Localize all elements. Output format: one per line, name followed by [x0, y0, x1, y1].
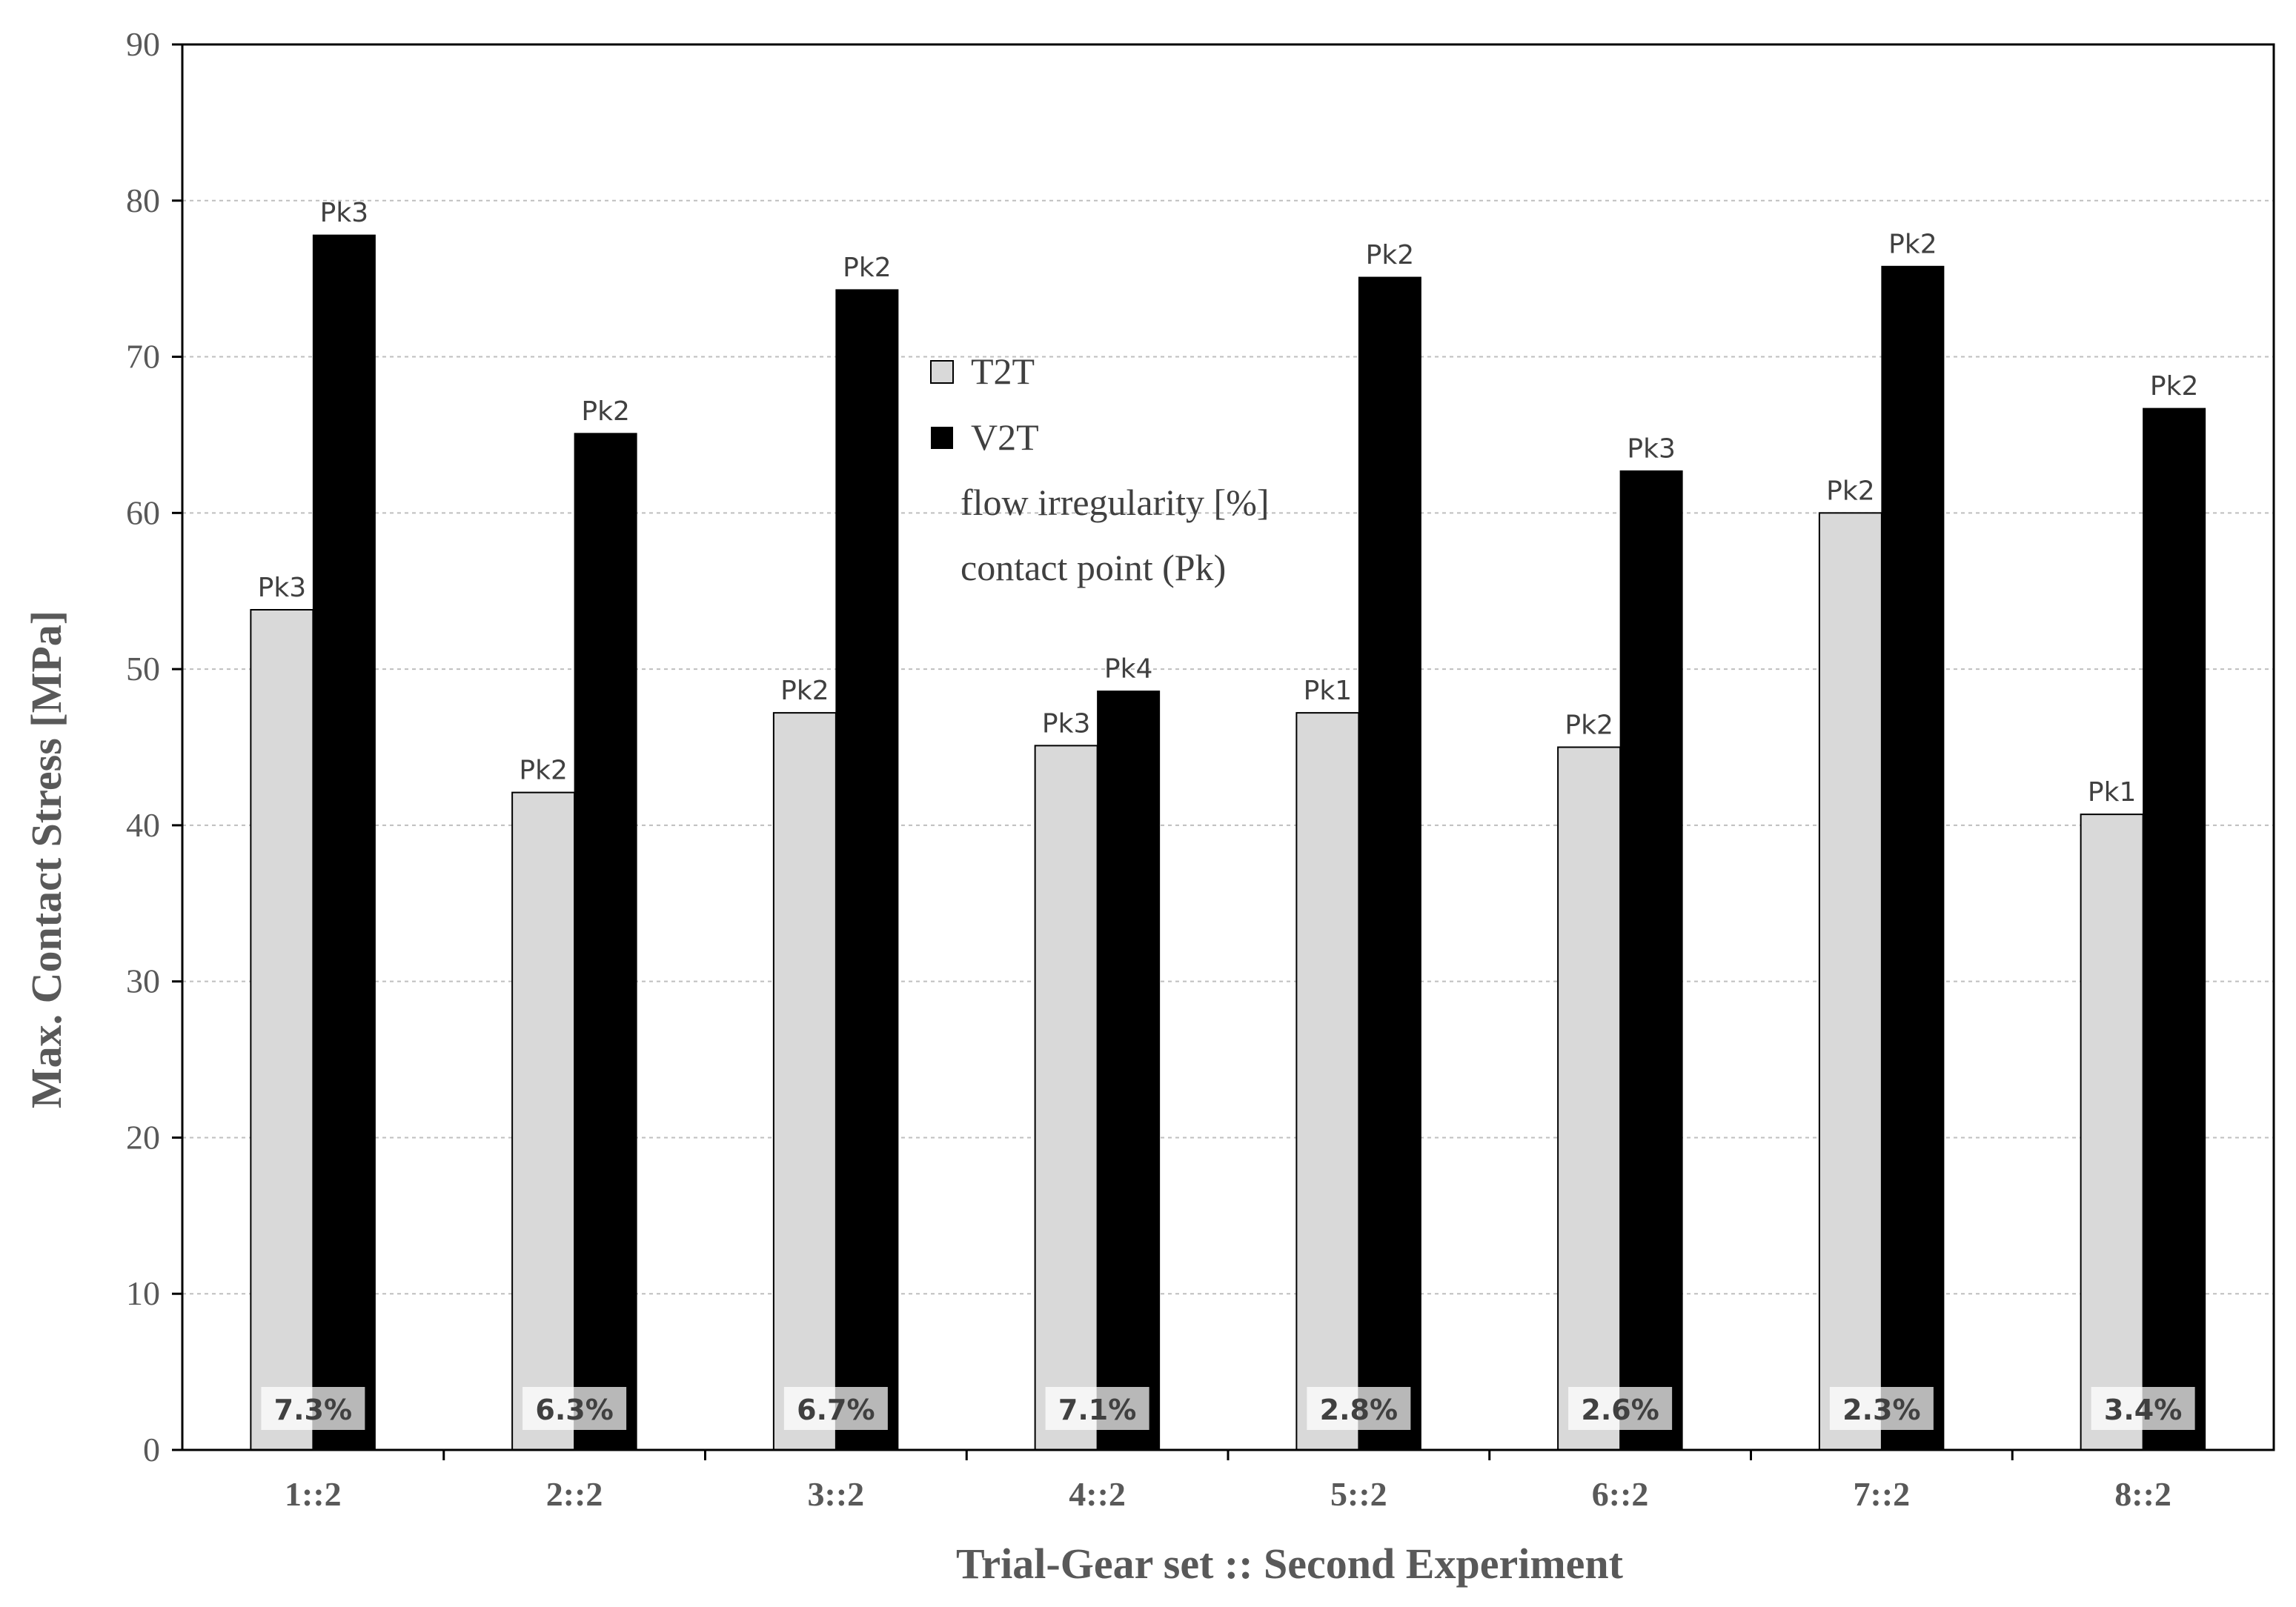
- bars-layer: [250, 234, 2206, 1451]
- flow-irregularity-box: [1045, 1387, 1149, 1430]
- flow-irregularity-label: 6.3%: [535, 1394, 613, 1426]
- data-labels-layer: Pk3 Pk3 7.3% Pk2 Pk2 6.3% Pk2 Pk2 6.7% Pk3 Pk4 7.1%…: [258, 198, 2198, 1430]
- contact-point-label: Pk3: [1042, 708, 1090, 739]
- legend-label-flow-irregularity: flow irregularity [%]: [960, 482, 1270, 523]
- legend-swatch-v2t: [931, 427, 953, 449]
- y-tick-label: 10: [126, 1274, 160, 1312]
- flow-irregularity-label: 6.7%: [797, 1394, 875, 1426]
- y-tick-label: 30: [126, 962, 160, 1000]
- y-tick-label: 40: [126, 806, 160, 844]
- flow-irregularity-box: [2091, 1387, 2195, 1430]
- x-tick-label: 4::2: [1069, 1475, 1126, 1513]
- contact-point-label: Pk2: [843, 253, 891, 283]
- bar-v2t: [1358, 276, 1421, 1451]
- contact-point-label: Pk2: [780, 676, 829, 706]
- x-axis-title: Trial-Gear set :: Second Experiment: [956, 1540, 1624, 1588]
- flow-irregularity-box: [783, 1387, 888, 1430]
- y-tick-label: 50: [126, 650, 160, 688]
- bar-v2t: [1097, 691, 1161, 1451]
- x-tick-label: 8::2: [2114, 1475, 2171, 1513]
- y-axis-title: Max. Contact Stress [MPa]: [22, 610, 70, 1108]
- y-tick-label: 70: [126, 338, 160, 376]
- contact-point-label: Pk2: [1366, 240, 1414, 270]
- flow-irregularity-label: 7.3%: [274, 1394, 352, 1426]
- legend-label-t2t: T2T: [971, 350, 1035, 392]
- flow-irregularity-label: 3.4%: [2104, 1394, 2182, 1426]
- x-tick-label: 1::2: [285, 1475, 342, 1513]
- legend-label-contact-point: contact point (Pk): [960, 547, 1226, 588]
- y-tick-label: 90: [126, 25, 160, 63]
- flow-irregularity-box: [1307, 1387, 1411, 1430]
- legend-swatch-t2t: [930, 360, 954, 384]
- contact-point-label: Pk2: [2150, 371, 2198, 402]
- contact-point-label: Pk1: [1304, 676, 1352, 706]
- bar-v2t: [574, 433, 637, 1451]
- flow-irregularity-label: 2.3%: [1842, 1394, 1920, 1426]
- x-axis: 1::2 2::2 3::2 4::2 5::2 6::2 7::2 8::2: [285, 1450, 2171, 1513]
- x-tick-label: 5::2: [1330, 1475, 1387, 1513]
- contact-point-label: Pk2: [1826, 476, 1874, 506]
- bar-t2t: [1034, 745, 1098, 1451]
- x-tick-label: 6::2: [1592, 1475, 1649, 1513]
- legend: T2T V2T flow irregularity [%] contact po…: [930, 350, 1270, 588]
- x-tick-label: 3::2: [808, 1475, 865, 1513]
- gridlines: [182, 199, 2274, 1295]
- contact-point-label: Pk2: [1888, 229, 1937, 259]
- bar-v2t: [1619, 470, 1683, 1451]
- contact-point-label: Pk4: [1104, 654, 1152, 685]
- bar-t2t: [1557, 746, 1622, 1451]
- bar-v2t: [2143, 407, 2206, 1451]
- bar-t2t: [1295, 712, 1360, 1451]
- contact-point-label: Pk2: [519, 756, 567, 786]
- x-tick-label: 7::2: [1854, 1475, 1911, 1513]
- contact-point-label: Pk2: [1565, 711, 1613, 741]
- flow-irregularity-label: 7.1%: [1058, 1394, 1136, 1426]
- y-axis: 0 10 20 30 40 50 60 70 80 90: [126, 25, 182, 1468]
- contact-point-label: Pk3: [320, 198, 368, 228]
- flow-irregularity-box: [522, 1387, 627, 1430]
- legend-label-v2t: V2T: [971, 416, 1039, 458]
- flow-irregularity-label: 2.6%: [1581, 1394, 1659, 1426]
- contact-point-label: Pk1: [2088, 777, 2136, 808]
- y-tick-label: 20: [126, 1118, 160, 1156]
- x-tick-label: 2::2: [546, 1475, 603, 1513]
- contact-point-label: Pk3: [1627, 433, 1675, 464]
- bar-t2t: [1818, 512, 1882, 1451]
- bar-v2t: [312, 234, 376, 1451]
- plot-area-frame: [181, 43, 2275, 1451]
- flow-irregularity-label: 2.8%: [1320, 1394, 1398, 1426]
- bar-t2t: [2080, 814, 2144, 1451]
- bar-t2t: [511, 791, 576, 1451]
- contact-point-label: Pk2: [581, 396, 629, 427]
- bar-v2t: [1881, 265, 1945, 1451]
- bar-t2t: [250, 609, 314, 1451]
- bar-v2t: [835, 289, 899, 1451]
- flow-irregularity-box: [1568, 1387, 1673, 1430]
- contact-point-label: Pk3: [258, 573, 306, 603]
- flow-irregularity-box: [1829, 1387, 1934, 1430]
- y-tick-label: 60: [126, 493, 160, 531]
- y-tick-label: 80: [126, 182, 160, 219]
- y-tick-label: 0: [143, 1431, 160, 1468]
- flow-irregularity-box: [261, 1387, 365, 1430]
- bar-t2t: [772, 712, 837, 1451]
